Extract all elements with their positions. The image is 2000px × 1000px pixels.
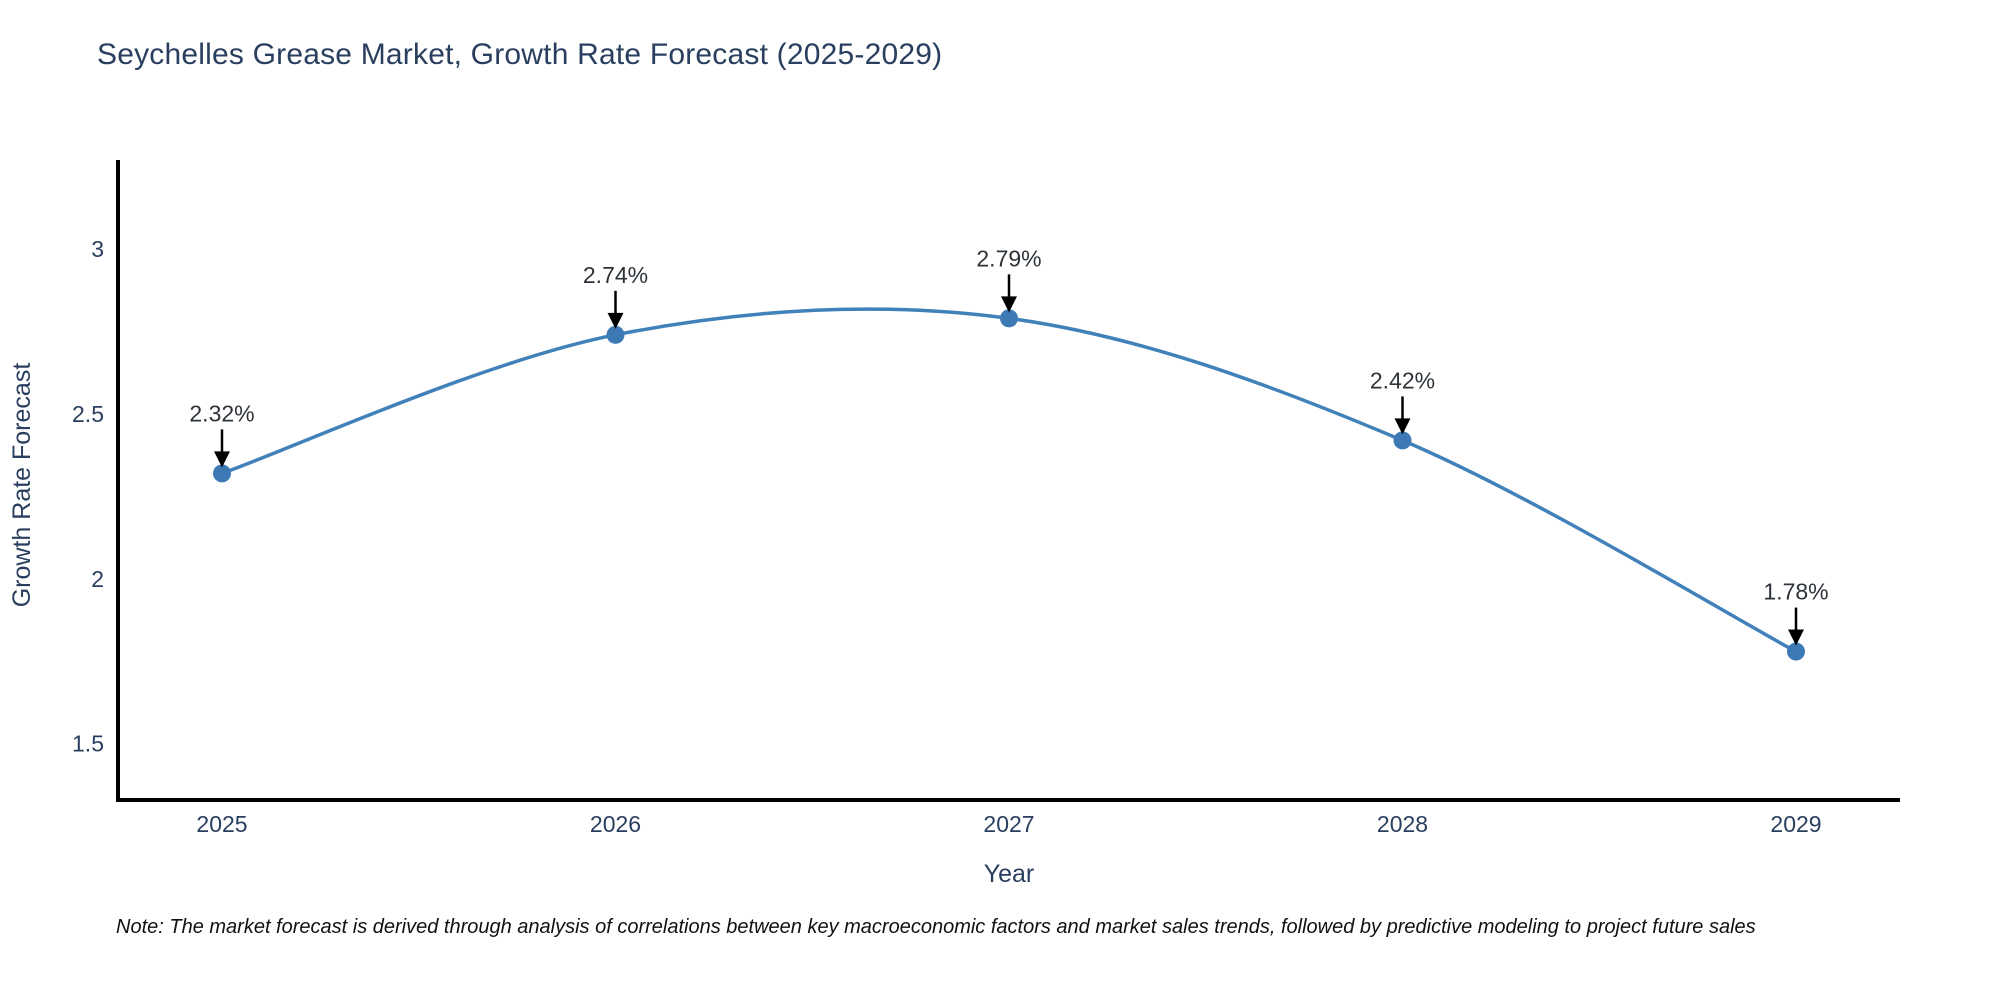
x-axis-tick-label: 2026 xyxy=(590,811,641,837)
annotation-label: 2.32% xyxy=(189,400,254,426)
annotation-arrowhead xyxy=(1788,629,1804,646)
data-point-marker xyxy=(1000,309,1018,328)
x-axis-tick-label: 2025 xyxy=(196,811,247,837)
annotation-arrowhead xyxy=(607,312,624,329)
footnote: Note: The market forecast is derived thr… xyxy=(116,916,1756,938)
annotation-arrowhead xyxy=(214,451,230,468)
y-axis-tick-label: 3 xyxy=(91,236,104,262)
x-axis-title: Year xyxy=(984,860,1035,888)
data-point-marker xyxy=(1393,431,1412,450)
data-point-marker xyxy=(1787,642,1805,661)
annotation-label: 2.79% xyxy=(976,245,1041,271)
annotation-label: 2.42% xyxy=(1370,367,1435,393)
data-point-marker xyxy=(213,464,231,483)
axis-lines xyxy=(116,160,1900,802)
y-axis-tick-label: 2.5 xyxy=(72,401,104,427)
annotation-arrowhead xyxy=(1001,296,1017,313)
x-axis-tick-label: 2027 xyxy=(983,811,1034,837)
y-axis-tick-label: 2 xyxy=(91,566,104,592)
chart-title: Seychelles Grease Market, Growth Rate Fo… xyxy=(97,38,943,71)
annotation-label: 1.78% xyxy=(1763,579,1828,605)
y-axis-tick-label: 1.5 xyxy=(72,731,104,757)
x-axis-tick-label: 2029 xyxy=(1770,811,1821,837)
data-point-marker xyxy=(606,325,625,344)
trend-line xyxy=(220,307,1798,654)
y-axis-title: Growth Rate Forecast xyxy=(8,363,36,608)
x-axis-tick-label: 2028 xyxy=(1377,811,1428,837)
annotation-label: 2.74% xyxy=(583,262,648,288)
annotation-arrowhead xyxy=(1394,418,1411,435)
